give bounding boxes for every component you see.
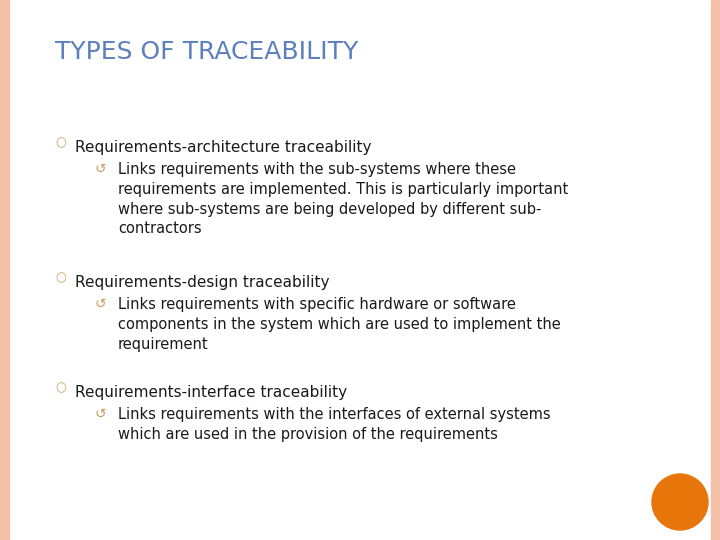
Text: ○: ○ [55,136,66,149]
Bar [0,0,9,540]
Circle shape [652,474,708,530]
Text: ○: ○ [55,381,66,394]
Text: Requirements-interface traceability: Requirements-interface traceability [75,385,347,400]
Bar [711,0,720,540]
Text: Requirements-architecture traceability: Requirements-architecture traceability [75,140,372,155]
Text: Links requirements with the interfaces of external systems
which are used in the: Links requirements with the interfaces o… [118,407,551,442]
Text: Requirements-design traceability: Requirements-design traceability [75,275,330,290]
Text: ○: ○ [55,271,66,284]
Text: ↺: ↺ [95,162,107,176]
Text: ↺: ↺ [95,297,107,311]
Text: Links requirements with the sub-systems where these
requirements are implemented: Links requirements with the sub-systems … [118,162,568,237]
Text: Links requirements with specific hardware or software
components in the system w: Links requirements with specific hardwar… [118,297,561,352]
Text: TYPES OF TRACEABILITY: TYPES OF TRACEABILITY [55,40,359,64]
Text: ↺: ↺ [95,407,107,421]
